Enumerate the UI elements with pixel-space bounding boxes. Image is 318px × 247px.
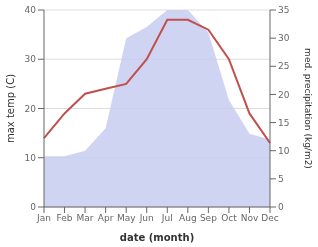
svg-text:20: 20 bbox=[278, 90, 290, 100]
svg-text:0: 0 bbox=[278, 202, 284, 212]
svg-text:40: 40 bbox=[25, 5, 37, 15]
svg-text:Nov: Nov bbox=[241, 213, 259, 223]
svg-text:Aug: Aug bbox=[179, 213, 197, 223]
svg-text:0: 0 bbox=[30, 202, 36, 212]
svg-text:25: 25 bbox=[278, 61, 289, 71]
svg-text:20: 20 bbox=[25, 104, 37, 114]
svg-text:med. precipitation (kg/m2): med. precipitation (kg/m2) bbox=[303, 48, 310, 169]
svg-text:30: 30 bbox=[25, 54, 37, 64]
svg-text:35: 35 bbox=[278, 5, 289, 15]
svg-text:Sep: Sep bbox=[200, 213, 217, 223]
svg-text:Mar: Mar bbox=[77, 213, 94, 223]
svg-text:15: 15 bbox=[278, 118, 289, 128]
svg-text:Jul: Jul bbox=[161, 213, 173, 223]
svg-text:Feb: Feb bbox=[57, 213, 73, 223]
svg-text:May: May bbox=[117, 213, 136, 223]
svg-text:Dec: Dec bbox=[261, 213, 278, 223]
svg-text:Jun: Jun bbox=[139, 213, 154, 223]
svg-text:Apr: Apr bbox=[98, 213, 114, 223]
svg-text:Jan: Jan bbox=[36, 213, 51, 223]
svg-text:5: 5 bbox=[278, 174, 284, 184]
svg-text:max temp (C): max temp (C) bbox=[8, 74, 16, 143]
svg-text:10: 10 bbox=[25, 153, 37, 163]
svg-text:30: 30 bbox=[278, 33, 290, 43]
svg-text:Oct: Oct bbox=[221, 213, 237, 223]
svg-text:10: 10 bbox=[278, 146, 290, 156]
svg-text:date (month): date (month) bbox=[120, 232, 194, 243]
